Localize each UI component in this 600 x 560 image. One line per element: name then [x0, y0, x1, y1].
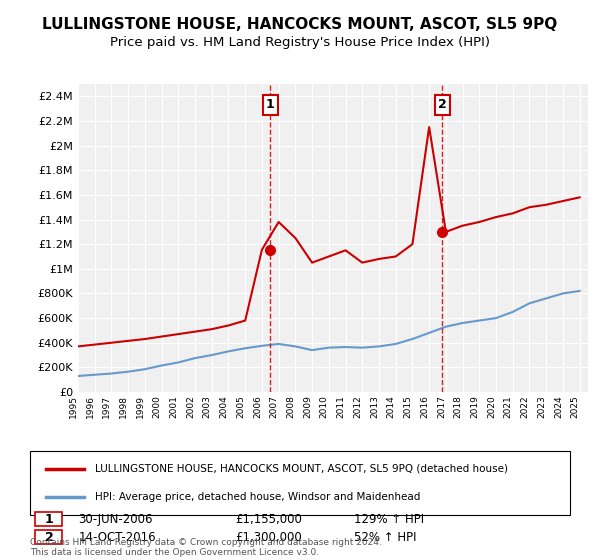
Text: LULLINGSTONE HOUSE, HANCOCKS MOUNT, ASCOT, SL5 9PQ (detached house): LULLINGSTONE HOUSE, HANCOCKS MOUNT, ASCO…	[95, 464, 508, 474]
Text: 2004: 2004	[220, 395, 229, 418]
Text: 129% ↑ HPI: 129% ↑ HPI	[354, 512, 424, 526]
Bar	[35, 512, 62, 526]
Text: 1997: 1997	[103, 395, 112, 418]
Text: 2012: 2012	[353, 395, 362, 418]
Text: 2011: 2011	[337, 395, 346, 418]
Text: 1: 1	[44, 512, 53, 526]
Text: 1996: 1996	[86, 395, 95, 418]
Text: £1,155,000: £1,155,000	[235, 512, 302, 526]
Text: 2024: 2024	[554, 395, 563, 418]
Text: 1998: 1998	[119, 395, 128, 418]
Text: 52% ↑ HPI: 52% ↑ HPI	[354, 531, 416, 544]
Text: 2: 2	[44, 531, 53, 544]
Text: 2015: 2015	[403, 395, 412, 418]
Text: 2018: 2018	[454, 395, 463, 418]
Text: 2001: 2001	[169, 395, 178, 418]
Text: 14-OCT-2016: 14-OCT-2016	[79, 531, 156, 544]
Text: 2014: 2014	[387, 395, 396, 418]
Text: 2007: 2007	[269, 395, 278, 418]
Text: 2016: 2016	[420, 395, 429, 418]
Text: 2006: 2006	[253, 395, 262, 418]
Text: 1995: 1995	[69, 395, 78, 418]
Text: 2008: 2008	[286, 395, 295, 418]
Text: 30-JUN-2006: 30-JUN-2006	[79, 512, 153, 526]
Text: 2010: 2010	[320, 395, 329, 418]
Text: 2003: 2003	[203, 395, 212, 418]
Text: LULLINGSTONE HOUSE, HANCOCKS MOUNT, ASCOT, SL5 9PQ: LULLINGSTONE HOUSE, HANCOCKS MOUNT, ASCO…	[43, 17, 557, 32]
Text: 2000: 2000	[152, 395, 161, 418]
Text: 2: 2	[438, 99, 447, 111]
Text: 2005: 2005	[236, 395, 245, 418]
Text: 2017: 2017	[437, 395, 446, 418]
Text: HPI: Average price, detached house, Windsor and Maidenhead: HPI: Average price, detached house, Wind…	[95, 492, 420, 502]
Text: £1,300,000: £1,300,000	[235, 531, 302, 544]
Text: 1: 1	[266, 99, 275, 111]
Text: 2025: 2025	[571, 395, 580, 418]
Text: Contains HM Land Registry data © Crown copyright and database right 2024.
This d: Contains HM Land Registry data © Crown c…	[30, 538, 382, 557]
Text: 2021: 2021	[504, 395, 513, 418]
Text: 2022: 2022	[520, 395, 529, 418]
Text: 2019: 2019	[470, 395, 479, 418]
Text: 1999: 1999	[136, 395, 145, 418]
Text: 2013: 2013	[370, 395, 379, 418]
Text: 2002: 2002	[186, 395, 195, 418]
Text: 2020: 2020	[487, 395, 496, 418]
Text: Price paid vs. HM Land Registry's House Price Index (HPI): Price paid vs. HM Land Registry's House …	[110, 36, 490, 49]
Bar	[35, 530, 62, 544]
Text: 2009: 2009	[303, 395, 312, 418]
Text: 2023: 2023	[537, 395, 546, 418]
